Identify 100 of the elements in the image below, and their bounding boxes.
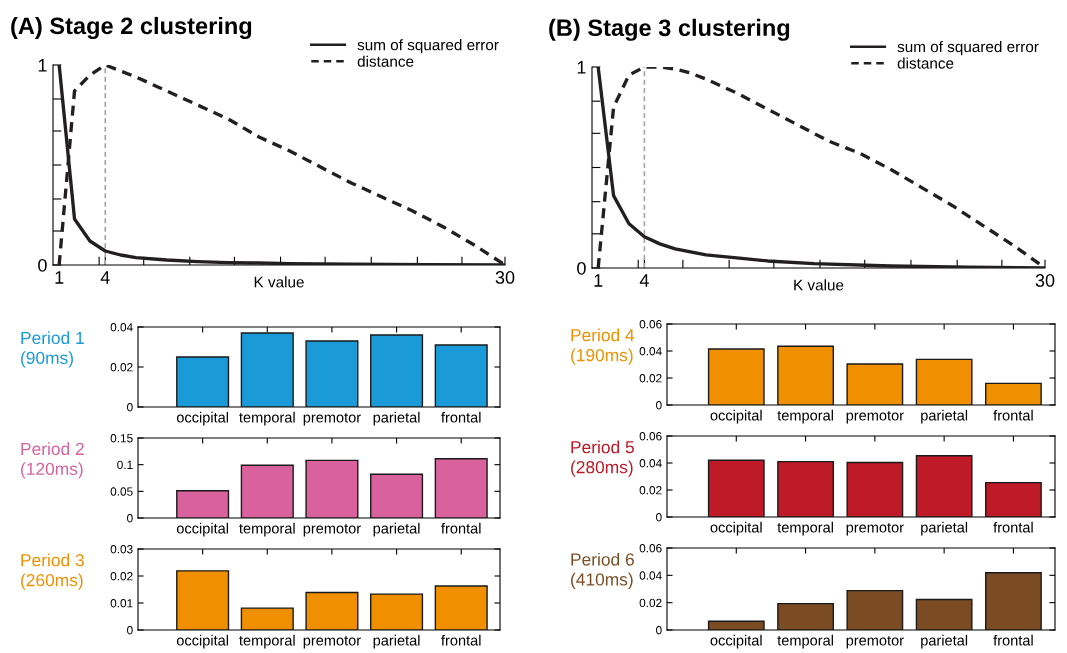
bar	[240, 332, 294, 407]
y-tick-label: 0.04	[639, 459, 662, 468]
x-tick-label: 1	[594, 274, 603, 287]
x-tick-label: occipital	[710, 634, 762, 649]
x-tick-label: 4	[639, 274, 649, 287]
x-axis-title: K value	[254, 276, 304, 288]
x-tick-label: frontal	[993, 634, 1033, 646]
bar	[305, 340, 359, 407]
y-tick-label: 0.02	[110, 363, 133, 372]
x-tick-label: parietal	[373, 522, 420, 537]
bar	[305, 459, 359, 518]
x-tick-label: premotor	[303, 636, 361, 649]
bar	[707, 459, 765, 517]
bar	[985, 572, 1042, 630]
y-tick-label: 0	[127, 403, 133, 412]
y-tick-label: 0.02	[110, 572, 133, 581]
y-tick-label: 0.02	[639, 598, 662, 608]
x-tick-label: premotor	[846, 411, 904, 424]
x-tick-label: frontal	[441, 634, 481, 646]
y-tick-label: 0.04	[639, 347, 662, 356]
x-tick-label: occipital	[176, 634, 229, 649]
bar	[370, 473, 424, 518]
y-tick-label: 0.03	[110, 545, 133, 554]
legend-label: distance	[357, 55, 414, 67]
x-tick-label: 30	[1035, 274, 1055, 287]
bar	[915, 598, 973, 630]
bar	[240, 607, 294, 630]
x-tick-label: 4	[100, 271, 110, 284]
bar	[305, 591, 359, 630]
y-axis-title: Period 3 (260ms)	[21, 553, 84, 590]
x-tick-label: temporal	[777, 634, 833, 649]
y-tick-label: 0.1	[117, 460, 133, 470]
legend-label: sum of squared error	[357, 39, 499, 54]
y-tick-label: 0.06	[639, 320, 662, 329]
bar	[777, 345, 834, 405]
bar	[176, 570, 230, 630]
y-tick-label: 0.06	[639, 432, 662, 441]
x-tick-label: temporal	[239, 634, 295, 649]
bar	[985, 382, 1042, 405]
x-tick-label: occipital	[176, 411, 229, 426]
bar	[707, 620, 765, 630]
x-tick-label: parietal	[373, 634, 420, 649]
y-tick-label: 0	[127, 514, 133, 523]
x-tick-label: 1	[55, 271, 64, 284]
x-tick-label: premotor	[846, 636, 904, 649]
y-tick-label: 0	[577, 261, 586, 275]
bar	[915, 358, 973, 405]
bar	[846, 589, 904, 630]
y-tick-label: 0.04	[110, 323, 133, 332]
y-tick-label: 0	[656, 401, 662, 410]
y-tick-label: 0	[38, 258, 47, 272]
y-axis-title: Period 6 (410ms)	[571, 552, 634, 590]
y-tick-label: 0	[656, 513, 662, 522]
y-tick-label: 0.05	[110, 487, 133, 496]
x-tick-label: premotor	[846, 523, 904, 536]
x-tick-label: occipital	[710, 521, 762, 536]
x-tick-label: frontal	[993, 521, 1033, 533]
x-tick-label: parietal	[921, 409, 968, 424]
x-tick-label: parietal	[373, 411, 420, 426]
y-axis-title: Period 1 (90ms)	[21, 331, 84, 368]
bar	[370, 334, 424, 407]
x-tick-label: temporal	[239, 522, 295, 537]
y-tick-label: 0.06	[639, 544, 662, 553]
legend-label: distance	[897, 57, 954, 69]
bar	[240, 464, 294, 518]
x-axis-title: K value	[794, 279, 844, 291]
bar	[846, 461, 904, 517]
y-axis-title: Period 4 (190ms)	[571, 328, 635, 365]
y-tick-label: 0.01	[110, 599, 133, 608]
bar	[985, 481, 1042, 517]
y-tick-label: 0.02	[639, 486, 662, 495]
bar	[915, 455, 973, 517]
y-tick-label: 0.04	[639, 571, 662, 580]
y-tick-label: 0.15	[110, 434, 133, 443]
y-tick-label: 0.02	[639, 374, 662, 383]
y-tick-label: 0	[127, 626, 133, 635]
y-axis-title: Period 5 (280ms)	[571, 440, 634, 477]
y-axis-title: Period 2 (120ms)	[21, 442, 84, 479]
bar	[370, 593, 424, 630]
chart-title: (A) Stage 2 clustering	[11, 16, 252, 39]
x-tick-label: 30	[495, 271, 515, 284]
legend-label: sum of squared error	[897, 40, 1039, 56]
bar	[846, 363, 904, 405]
x-tick-label: temporal	[239, 411, 295, 426]
y-tick-label: 0	[656, 626, 662, 635]
x-tick-label: occipital	[710, 409, 762, 424]
x-tick-label: parietal	[921, 521, 968, 536]
x-tick-label: frontal	[441, 522, 481, 534]
bar	[434, 585, 488, 630]
chart-title: (B) Stage 3 clustering	[549, 18, 790, 41]
x-tick-label: occipital	[176, 522, 229, 537]
bar	[434, 458, 488, 518]
bar	[176, 490, 230, 518]
x-tick-label: frontal	[993, 409, 1033, 421]
bar	[777, 602, 834, 630]
bar	[434, 344, 488, 407]
x-tick-label: parietal	[921, 634, 968, 649]
x-tick-label: premotor	[303, 524, 361, 537]
x-tick-label: temporal	[777, 409, 833, 424]
bar	[777, 460, 834, 517]
